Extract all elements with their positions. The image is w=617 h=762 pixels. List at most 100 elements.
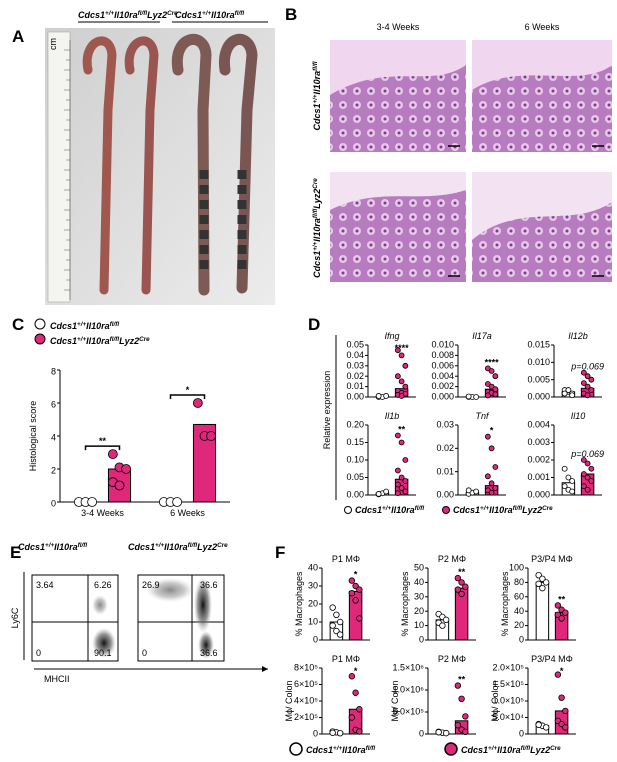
data-point xyxy=(398,485,405,491)
legend-marker xyxy=(289,742,303,756)
data-point xyxy=(565,474,572,481)
genotype-part: Lyz2 xyxy=(522,505,542,515)
genotype-part: fl/fl xyxy=(366,745,376,752)
y-tick-label: 5.0×10⁴ xyxy=(492,712,524,722)
legend-marker xyxy=(34,318,46,330)
genotype-part: Il10ra xyxy=(312,218,322,242)
y-tick-label: 0 xyxy=(519,729,524,739)
significance: p=0.069 xyxy=(570,449,604,459)
data-point xyxy=(375,393,382,399)
chart-title: P3/P4 MΦ xyxy=(531,654,573,664)
significance: * xyxy=(186,385,190,395)
genotype-part: Cdcs1 xyxy=(18,542,45,552)
bar xyxy=(535,581,550,641)
y-tick-label: 2.0×10⁵ xyxy=(492,663,524,673)
data-point xyxy=(462,728,469,735)
data-point xyxy=(458,590,465,598)
genotype-part: Cdcs1 xyxy=(128,542,155,552)
data-point xyxy=(580,380,587,387)
data-point xyxy=(356,615,363,622)
data-point xyxy=(398,378,405,385)
y-tick-label: 0.15 xyxy=(346,437,364,447)
genotype-part: Lyz2 xyxy=(147,10,167,20)
y-tick-label: 0.002 xyxy=(527,455,550,465)
data-point xyxy=(454,574,462,582)
data-point xyxy=(394,467,401,474)
y-tick-label: 0.00 xyxy=(346,392,364,402)
data-point xyxy=(492,485,499,491)
data-point xyxy=(488,368,495,374)
y-tick-label: 50 xyxy=(414,563,424,573)
genotype-part: fl/fl xyxy=(415,505,425,512)
data-point xyxy=(569,488,576,495)
data-point xyxy=(348,577,356,584)
y-tick-label: 0.003 xyxy=(527,437,550,447)
y-tick-label: 40 xyxy=(308,563,318,573)
genotype-part: Lyz2 xyxy=(312,189,322,209)
data-point xyxy=(172,497,183,507)
data-point xyxy=(539,584,546,592)
genotype-part: Cdcs1 xyxy=(175,10,202,20)
column-header: 3-4 Weeks xyxy=(377,22,420,32)
genotype-label: Cdcs1+/+Il10rafl/flLyz2Cre xyxy=(312,178,323,278)
genotype-part: Il10ra xyxy=(114,10,138,20)
y-axis-label: % Macrophages xyxy=(294,571,304,637)
y-tick-label: 40 xyxy=(414,577,424,587)
y-tick-label: 0.10 xyxy=(346,455,364,465)
genotype-part: Cdcs1 xyxy=(50,336,77,346)
data-point xyxy=(352,582,359,590)
data-point xyxy=(535,580,542,588)
data-point xyxy=(329,604,336,611)
y-tick-label: 80 xyxy=(514,577,524,587)
data-point xyxy=(554,611,562,618)
y-tick-label: 0.008 xyxy=(431,350,454,360)
data-point xyxy=(348,714,356,721)
genotype-part: Cdcs1 xyxy=(312,104,322,131)
quadrant-value: 3.64 xyxy=(36,580,54,590)
significance: * xyxy=(354,570,358,580)
y-tick-label: 0.002 xyxy=(431,381,454,391)
chart-title: P1 MΦ xyxy=(332,554,360,564)
data-point xyxy=(484,473,491,480)
data-point xyxy=(348,590,356,597)
y-tick-label: 0 xyxy=(51,499,56,509)
genotype-part: +/+ xyxy=(312,241,319,250)
genotype-part: fl/fl xyxy=(521,745,531,752)
data-point xyxy=(107,449,118,460)
data-point xyxy=(561,390,568,397)
data-point xyxy=(488,445,495,452)
chart-title: P2 MΦ xyxy=(438,654,466,664)
data-point xyxy=(588,387,595,393)
data-point xyxy=(473,394,480,400)
data-point xyxy=(87,497,98,507)
genotype-label: Cdcs1+/+Il10rafl/fl xyxy=(18,542,87,553)
y-tick-label: 0.015 xyxy=(527,340,550,350)
data-point xyxy=(542,579,550,586)
data-point xyxy=(562,609,569,616)
data-point xyxy=(535,721,542,728)
data-point xyxy=(394,347,401,354)
data-point xyxy=(492,373,499,380)
y-tick-label: 0.004 xyxy=(527,420,550,430)
y-tick-label: 0.000 xyxy=(431,392,454,402)
y-tick-label: 30 xyxy=(414,591,424,601)
column-header: 6 Weeks xyxy=(525,22,560,32)
data-point xyxy=(465,487,472,494)
genotype-part: Il10ra xyxy=(86,321,110,331)
data-point xyxy=(394,373,401,380)
genotype-part: Lyz2 xyxy=(197,542,217,552)
panel-letter: F xyxy=(275,543,285,562)
data-point xyxy=(442,729,450,737)
data-point xyxy=(114,480,125,491)
genotype-part: +/+ xyxy=(480,505,489,512)
genotype-part: +/+ xyxy=(45,542,54,549)
genotype-part: fl/fl xyxy=(312,61,319,71)
genotype-part: Cre xyxy=(139,336,150,343)
genotype-part: Cdcs1 xyxy=(453,505,480,515)
y-tick-label: 1.0×10⁵ xyxy=(492,696,524,706)
y-tick-label: 1.5×10⁶ xyxy=(393,663,425,673)
chart-title: Tnf xyxy=(475,411,490,421)
colon-photo xyxy=(45,21,275,305)
data-point xyxy=(394,432,401,439)
genotype-part: Il10ra xyxy=(54,542,78,552)
